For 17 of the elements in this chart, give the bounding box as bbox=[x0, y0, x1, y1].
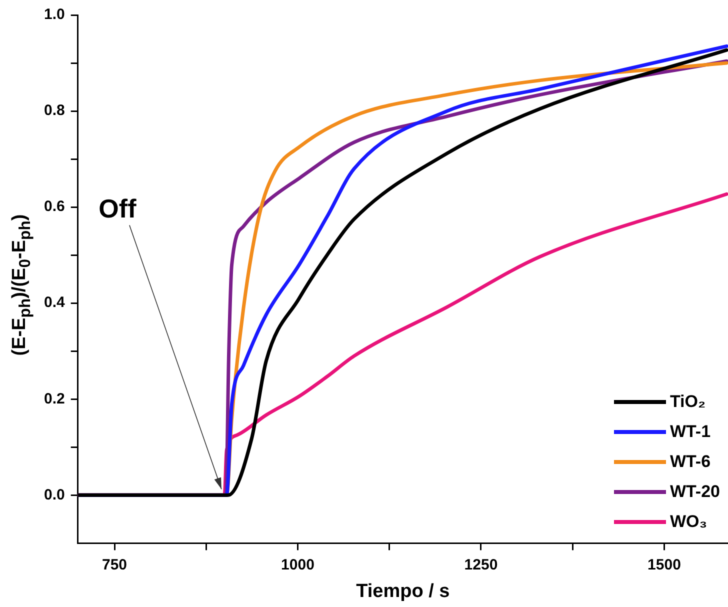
x-tick-label: 1000 bbox=[281, 556, 314, 574]
y-tick-label: 0.8 bbox=[44, 102, 65, 120]
x-tick-label: 750 bbox=[102, 556, 128, 574]
legend-label: WT-20 bbox=[670, 482, 720, 502]
legend-label: WT-6 bbox=[670, 452, 711, 472]
y-tick-label: 0.2 bbox=[44, 390, 65, 408]
x-axis-title: Tiempo / s bbox=[356, 580, 450, 602]
x-tick-label: 1500 bbox=[648, 556, 681, 574]
legend-label: WO₃ bbox=[670, 512, 708, 532]
y-tick-label: 1.0 bbox=[44, 6, 65, 24]
annotation: Off bbox=[98, 193, 137, 224]
y-tick-label: 0.6 bbox=[44, 198, 65, 216]
legend-label: WT-1 bbox=[670, 422, 711, 442]
legend-label: TiO₂ bbox=[670, 392, 706, 412]
y-tick-label: 0.4 bbox=[44, 294, 66, 312]
x-tick-label: 1250 bbox=[464, 556, 498, 574]
y-tick-label: 0.0 bbox=[44, 486, 65, 504]
